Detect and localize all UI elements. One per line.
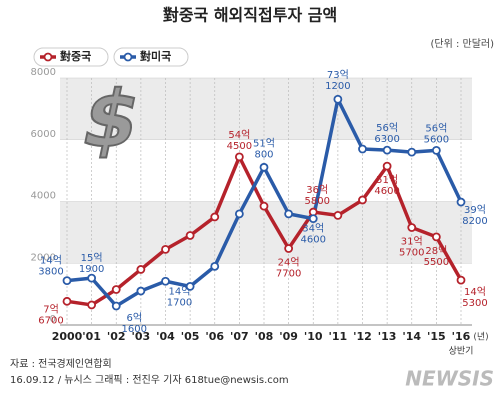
point — [161, 276, 170, 286]
point — [407, 147, 417, 157]
point — [358, 195, 367, 205]
x-tick-label: '14 — [402, 330, 421, 343]
value-label: 73억 1200 — [325, 69, 350, 92]
chart-title: 對중국 해외직접투자 금액 — [163, 6, 337, 25]
point — [456, 275, 466, 285]
value-label: 31억 5700 — [399, 236, 424, 259]
value-label: 36억 5800 — [305, 184, 330, 207]
x-tick-label: '11 — [329, 330, 348, 343]
x-unit: (년) — [473, 332, 488, 343]
x-tick-label: '07 — [230, 330, 249, 343]
point — [210, 212, 220, 222]
point — [382, 161, 392, 171]
watermark: NEWSIS — [405, 367, 494, 391]
x-tick-label: '12 — [353, 330, 372, 343]
point — [259, 201, 269, 211]
x-tick-label: '10 — [304, 330, 323, 343]
point — [333, 94, 343, 104]
credit: 16.09.12 / 뉴시스 그래픽 : 전진우 기자 618tue@newsi… — [10, 374, 289, 386]
value-label: 28억 5500 — [424, 245, 449, 268]
point — [111, 285, 121, 294]
value-label: 15억 1900 — [79, 252, 104, 275]
grid-band — [60, 78, 472, 140]
point — [382, 145, 392, 155]
legend-marker — [123, 52, 133, 62]
x-tick-label: '01 — [82, 330, 101, 343]
x-tick-label: '13 — [378, 330, 397, 343]
source: 자료 : 전국경제인연합회 — [10, 357, 112, 370]
y-tick-label: 8000 — [31, 67, 56, 78]
point — [234, 209, 244, 219]
x-tick-label: 2000 — [52, 330, 83, 343]
point — [185, 282, 195, 291]
point — [431, 232, 441, 242]
x-tick-label: '15 — [427, 330, 446, 343]
point — [87, 300, 97, 310]
y-tick-label: 0 — [50, 314, 56, 325]
y-tick-label: 4000 — [31, 191, 56, 202]
value-label: 14억 5300 — [462, 286, 487, 309]
point — [185, 231, 195, 240]
x-tick-label: '16 — [452, 330, 471, 343]
value-label: 14억 3800 — [38, 255, 63, 278]
value-label: 56억 6300 — [374, 122, 399, 145]
y-tick-label: 2000 — [31, 252, 56, 263]
point — [431, 145, 441, 155]
value-label: 34억 4600 — [301, 223, 326, 246]
point — [111, 301, 121, 311]
y-tick-label: 6000 — [31, 129, 56, 140]
x-tick-label: '02 — [107, 330, 126, 343]
legend-box — [113, 47, 189, 67]
legend-label: 對미국 — [140, 49, 171, 63]
point — [407, 223, 417, 232]
point — [62, 296, 72, 306]
x-tick-label: '04 — [156, 330, 175, 343]
point — [308, 214, 318, 224]
x-tick-label: '05 — [181, 330, 200, 343]
point — [136, 265, 146, 274]
unit-label: (단위 : 만달러) — [430, 37, 494, 50]
value-label: 51억 4600 — [374, 174, 399, 197]
point — [234, 152, 244, 162]
point — [284, 209, 294, 219]
point — [358, 144, 367, 154]
value-label: 56억 5600 — [424, 122, 449, 145]
point — [456, 197, 466, 207]
point — [62, 276, 72, 286]
point — [87, 273, 97, 283]
value-label: 14억 1700 — [167, 285, 192, 308]
point — [210, 261, 220, 271]
legend-marker — [43, 52, 53, 62]
svg-text:$: $ — [74, 74, 148, 165]
point — [259, 162, 269, 172]
x-tick-label: '03 — [132, 330, 151, 343]
x-tick-label: '06 — [205, 330, 224, 343]
value-label: 54억 4500 — [227, 129, 252, 152]
value-label: 24억 7700 — [276, 257, 301, 280]
dollar-icon: $ — [73, 73, 149, 166]
last-note: 상반기 — [449, 346, 474, 357]
legend-box — [33, 47, 109, 67]
value-label: 6억 1600 — [122, 312, 147, 335]
point — [284, 244, 294, 253]
x-tick-label: '08 — [255, 330, 274, 343]
x-tick-label: '09 — [279, 330, 298, 343]
point — [333, 210, 343, 220]
value-label: 39억 8200 — [462, 204, 487, 227]
point — [136, 286, 146, 296]
legend-label: 對중국 — [60, 49, 91, 63]
value-label: 51억 800 — [253, 137, 275, 160]
point — [161, 244, 170, 254]
value-label: 7억 6700 — [38, 303, 63, 326]
